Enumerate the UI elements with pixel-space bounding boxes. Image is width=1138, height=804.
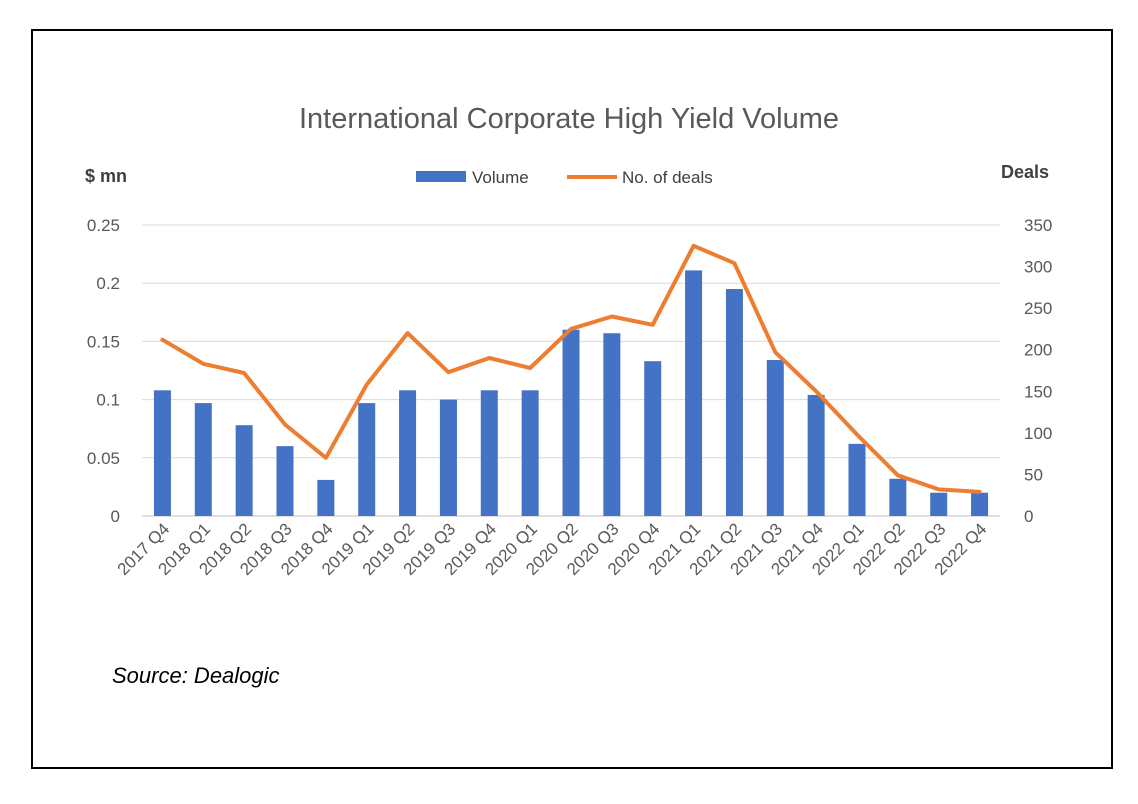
volume-bar (685, 270, 703, 516)
left-tick-label: 0.25 (87, 216, 120, 235)
left-tick-label: 0.2 (96, 274, 120, 293)
volume-bar (848, 443, 866, 516)
right-tick-label: 150 (1024, 382, 1052, 401)
right-tick-label: 0 (1024, 507, 1033, 526)
right-tick-label: 100 (1024, 424, 1052, 443)
volume-bar (153, 390, 171, 516)
right-axis-unit: Deals (1001, 162, 1049, 182)
left-tick-label: 0 (111, 507, 120, 526)
volume-bar (276, 446, 294, 516)
volume-bars (153, 270, 989, 516)
left-tick-label: 0.1 (96, 391, 120, 410)
volume-bar (603, 333, 621, 516)
volume-bar (644, 361, 662, 516)
right-tick-label: 50 (1024, 465, 1043, 484)
left-axis-ticks: 0 0.05 0.1 0.15 0.2 0.25 (87, 216, 120, 526)
legend-volume-label: Volume (472, 168, 529, 187)
legend-volume-swatch (416, 171, 466, 182)
volume-bar (971, 492, 989, 516)
volume-bar (399, 390, 417, 516)
right-tick-label: 300 (1024, 258, 1052, 277)
right-axis-ticks: 0 50 100 150 200 250 300 350 (1024, 216, 1052, 526)
volume-bar (562, 329, 580, 516)
deals-line (160, 243, 982, 494)
volume-bar (766, 360, 784, 516)
volume-bar (725, 289, 743, 516)
left-axis-unit: $ mn (85, 166, 127, 186)
legend-deals-label: No. of deals (622, 168, 713, 187)
volume-bar (889, 478, 907, 516)
right-tick-label: 200 (1024, 341, 1052, 360)
volume-bar (439, 399, 457, 516)
volume-bar (807, 394, 825, 516)
source-note: Source: Dealogic (112, 663, 280, 688)
volume-bar (480, 390, 498, 516)
volume-bar (521, 390, 539, 516)
chart-title: International Corporate High Yield Volum… (299, 103, 839, 135)
volume-bar (930, 492, 948, 516)
volume-bar (194, 403, 212, 516)
left-tick-label: 0.05 (87, 449, 120, 468)
volume-bar (358, 403, 376, 516)
right-tick-label: 350 (1024, 216, 1052, 235)
legend: Volume No. of deals (416, 168, 713, 187)
right-tick-label: 250 (1024, 299, 1052, 318)
volume-bar (317, 479, 335, 516)
left-tick-label: 0.15 (87, 332, 120, 351)
volume-bar (235, 425, 253, 516)
